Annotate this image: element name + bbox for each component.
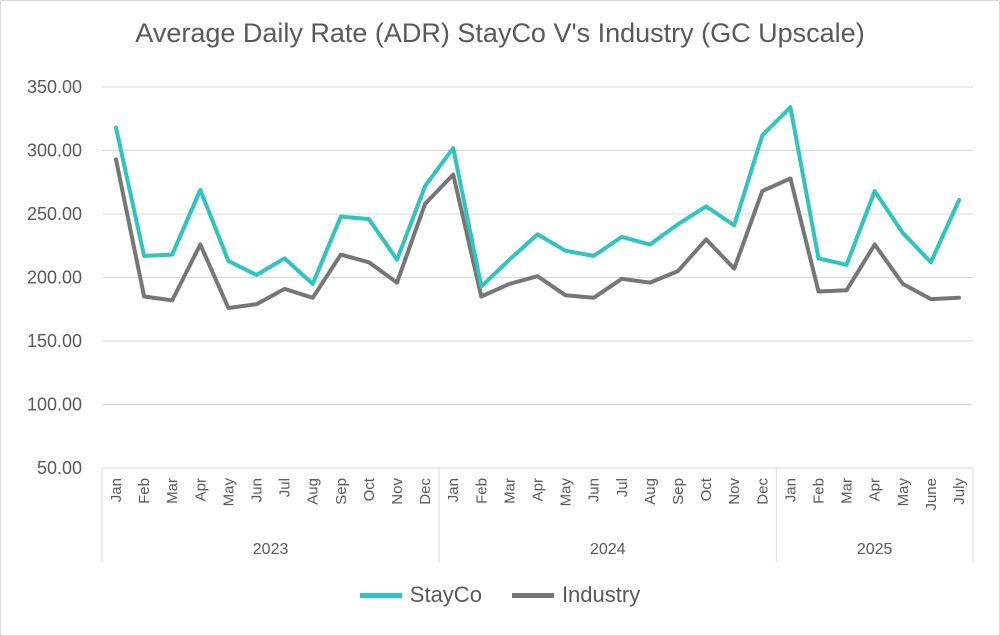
- x-tick-label: Jul: [614, 478, 631, 497]
- gridlines: [102, 86, 973, 469]
- x-tick-label: Apr: [192, 478, 209, 501]
- x-tick-label: Jun: [586, 478, 603, 502]
- x-tick-label: Sep: [670, 478, 687, 505]
- series-lines: [114, 105, 961, 310]
- legend-swatch-industry: [511, 592, 554, 598]
- x-tick-label: Apr: [530, 478, 547, 501]
- y-tick-label: 350.00: [27, 77, 82, 97]
- x-tick-label: Sep: [333, 478, 350, 505]
- legend-swatch-stayco: [359, 592, 402, 598]
- y-tick-label: 250.00: [27, 204, 82, 224]
- x-tick-label: Apr: [867, 478, 884, 501]
- x-tick-label: Aug: [305, 478, 322, 505]
- x-tick-label: Feb: [136, 478, 153, 504]
- chart-title: Average Daily Rate (ADR) StayCo V's Indu…: [135, 18, 865, 48]
- legend-item-stayco: StayCo: [359, 582, 482, 608]
- x-tick-label: Mar: [501, 478, 518, 504]
- y-tick-label: 100.00: [27, 395, 82, 415]
- legend-item-industry: Industry: [511, 582, 641, 608]
- series-line-industry: [114, 157, 961, 310]
- x-tick-label: Jul: [277, 478, 294, 497]
- x-tick-label: June: [923, 478, 940, 511]
- year-group-label: 2025: [857, 541, 893, 558]
- x-tick-label: Dec: [754, 478, 771, 505]
- y-tick-label: 200.00: [27, 268, 82, 288]
- y-tick-label: 150.00: [27, 331, 82, 351]
- x-tick-label: Jun: [249, 478, 266, 502]
- x-tick-label: Mar: [164, 478, 181, 504]
- year-group-label: 2024: [590, 541, 626, 558]
- x-tick-label: Jan: [108, 478, 125, 502]
- x-tick-label: Aug: [642, 478, 659, 505]
- x-tick-label: Jan: [782, 478, 799, 502]
- year-group-label: 2023: [253, 541, 289, 558]
- x-tick-label: May: [895, 478, 912, 507]
- legend-label-industry: Industry: [561, 582, 641, 607]
- x-tick-label: May: [558, 478, 575, 507]
- x-tick-label: Nov: [389, 478, 406, 505]
- legend-label-stayco: StayCo: [409, 582, 482, 607]
- y-tick-label: 50.00: [37, 458, 82, 478]
- x-tick-label: Nov: [726, 478, 743, 505]
- x-tick-label: Oct: [361, 477, 378, 501]
- x-axis: Jan Feb Mar Apr May Jun Jul Aug Sep Oct Nov Dec Jan F…: [101, 467, 974, 562]
- x-tick-label: Dec: [417, 478, 434, 505]
- x-tick-label: Mar: [839, 478, 856, 504]
- x-tick-label: Oct: [698, 477, 715, 501]
- series-line-stayco: [114, 105, 961, 289]
- y-axis-ticks: 50.00 100.00 150.00 200.00 250.00 300.00 350.0…: [27, 77, 82, 478]
- x-tick-label: May: [220, 478, 237, 507]
- x-tick-label: Feb: [473, 478, 490, 504]
- legend: StayCo Industry: [0, 582, 1000, 608]
- x-tick-label: July: [951, 478, 968, 505]
- x-tick-label: Jan: [445, 478, 462, 502]
- y-tick-label: 300.00: [27, 141, 82, 161]
- x-tick-label: Feb: [810, 478, 827, 504]
